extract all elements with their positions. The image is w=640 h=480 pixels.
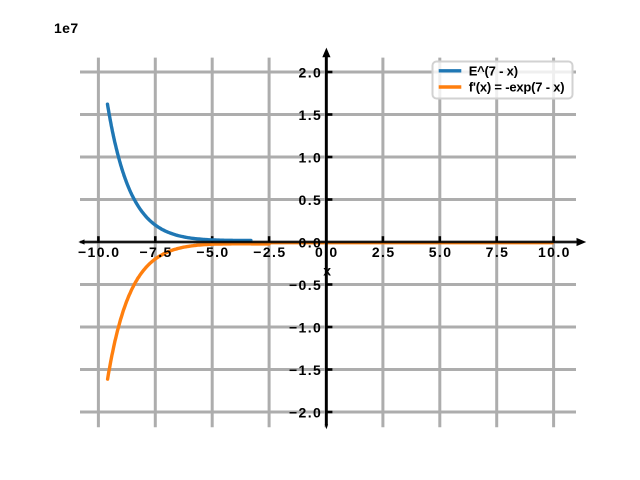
svg-text:−1.0: −1.0 (289, 320, 322, 336)
svg-text:−5.0: −5.0 (196, 244, 229, 260)
svg-text:2.5: 2.5 (372, 244, 396, 260)
svg-text:−7.5: −7.5 (139, 244, 172, 260)
svg-text:−0.5: −0.5 (289, 277, 322, 293)
svg-text:f'(x) = -exp(7 - x): f'(x) = -exp(7 - x) (469, 80, 565, 95)
svg-text:0.5: 0.5 (299, 192, 323, 208)
svg-text:5.0: 5.0 (429, 244, 453, 260)
svg-text:7.5: 7.5 (486, 244, 510, 260)
svg-text:−1.5: −1.5 (289, 362, 322, 378)
svg-text:2.0: 2.0 (299, 65, 323, 81)
svg-text:1e7: 1e7 (54, 20, 79, 36)
svg-text:−10.0: −10.0 (78, 244, 120, 260)
svg-text:1.0: 1.0 (299, 150, 323, 166)
svg-text:10.0: 10.0 (538, 244, 571, 260)
svg-text:1.5: 1.5 (299, 107, 323, 123)
svg-text:0.0: 0.0 (315, 244, 339, 260)
svg-text:x: x (323, 263, 331, 279)
svg-text:−2.5: −2.5 (253, 244, 286, 260)
svg-text:−2.0: −2.0 (289, 405, 322, 421)
svg-text:0.0: 0.0 (299, 235, 323, 251)
svg-text:E^(7 - x): E^(7 - x) (469, 63, 518, 78)
